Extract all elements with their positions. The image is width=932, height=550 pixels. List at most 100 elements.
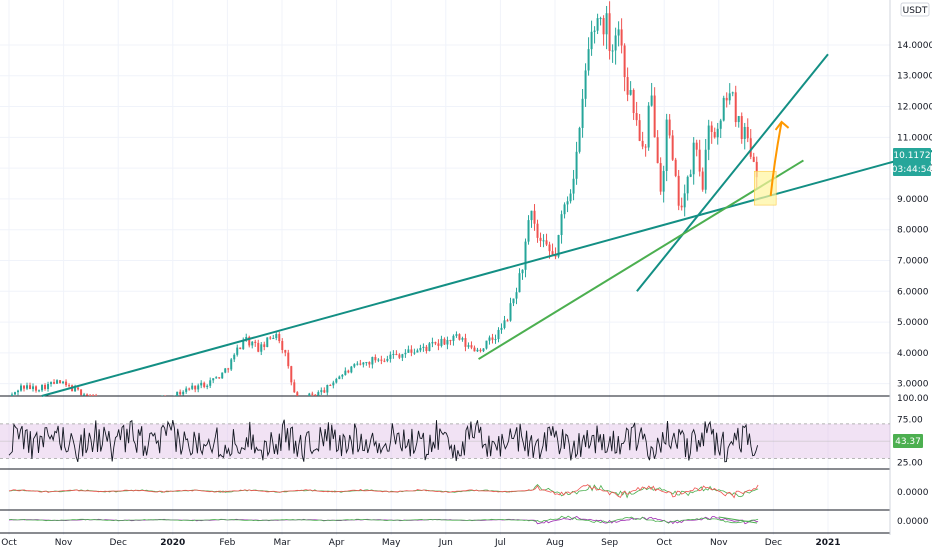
candle-body[interactable] [56,380,59,384]
candle-body[interactable] [416,350,419,353]
candle-body[interactable] [50,382,53,385]
highlight-box[interactable] [754,170,777,206]
time-axis[interactable]: Oct Nov Dec 2020 Feb Mar Apr May Jun Jul Aug Sep Oct… [1,538,840,548]
candle-body[interactable] [473,347,476,352]
candle-body[interactable] [404,352,407,355]
candle-body[interactable] [653,95,656,138]
candle-body[interactable] [719,120,722,129]
trendline-green-support[interactable] [478,159,804,360]
candle-body[interactable] [278,334,281,342]
candle-body[interactable] [92,395,95,396]
candle-body[interactable] [14,392,17,395]
candle-body[interactable] [704,149,707,190]
candle-body[interactable] [368,362,371,365]
candle-body[interactable] [518,273,521,293]
candle-body[interactable] [677,175,680,206]
candle-body[interactable] [638,120,641,141]
candle-body[interactable] [284,349,287,353]
candle-body[interactable] [584,70,587,99]
candle-body[interactable] [62,381,65,384]
candle-body[interactable] [200,382,203,386]
candle-body[interactable] [662,170,665,192]
candle-body[interactable] [377,359,380,361]
trendline-long-support[interactable] [41,150,932,397]
candle-body[interactable] [527,220,530,242]
macd-signal-line[interactable] [8,484,759,499]
candle-body[interactable] [674,159,677,176]
candle-body[interactable] [68,385,71,387]
candle-body[interactable] [596,18,599,31]
candle-body[interactable] [308,393,311,396]
candle-body[interactable] [263,344,266,347]
candle-body[interactable] [548,244,551,252]
candle-body[interactable] [329,385,332,387]
candle-body[interactable] [530,210,533,221]
candle-body[interactable] [362,362,365,365]
candle-body[interactable] [203,382,206,387]
candle-body[interactable] [224,368,227,373]
candle-body[interactable] [401,354,404,358]
candle-body[interactable] [353,364,356,367]
candle-body[interactable] [80,389,83,395]
candle-body[interactable] [572,178,575,194]
candle-body[interactable] [407,349,410,353]
candle-body[interactable] [254,341,257,343]
rsi-line[interactable] [8,419,759,463]
candle-body[interactable] [755,161,758,178]
candle-body[interactable] [47,384,50,389]
candle-body[interactable] [245,336,248,340]
candle-body[interactable] [206,385,209,387]
candle-body[interactable] [341,374,344,377]
candle-body[interactable] [635,113,638,121]
candle-body[interactable] [629,89,632,95]
candle-body[interactable] [713,131,716,138]
candle-body[interactable] [221,372,224,379]
candle-body[interactable] [239,347,242,350]
candle-body[interactable] [194,385,197,390]
candle-body[interactable] [569,193,572,202]
candle-body[interactable] [29,385,32,390]
candle-body[interactable] [539,237,542,241]
candle-body[interactable] [236,347,239,355]
candle-body[interactable] [602,18,605,35]
candle-body[interactable] [728,93,731,101]
candle-body[interactable] [287,352,290,367]
candle-body[interactable] [740,116,743,140]
candle-body[interactable] [692,142,695,175]
candle-body[interactable] [659,163,662,192]
candle-body[interactable] [410,349,413,353]
candle-body[interactable] [77,387,80,390]
candle-body[interactable] [581,98,584,128]
candle-body[interactable] [290,366,293,383]
candle-body[interactable] [317,392,320,396]
candle-body[interactable] [641,140,644,147]
candle-body[interactable] [86,394,89,396]
candle-body[interactable] [38,390,41,392]
candle-body[interactable] [620,29,623,46]
candle-body[interactable] [59,380,62,384]
candle-body[interactable] [185,388,188,392]
candle-body[interactable] [623,45,626,78]
candle-body[interactable] [725,97,728,101]
candle-body[interactable] [656,137,659,164]
candle-body[interactable] [509,303,512,321]
candle-body[interactable] [35,386,38,391]
candle-body[interactable] [197,385,200,390]
candle-body[interactable] [716,128,719,138]
candle-body[interactable] [533,210,536,224]
candle-body[interactable] [359,363,362,365]
candle-body[interactable] [743,126,746,140]
macd-pane[interactable] [8,484,759,499]
candle-body[interactable] [491,337,494,340]
candle-body[interactable] [470,345,473,348]
candle-body[interactable] [536,223,539,238]
candle-body[interactable] [668,119,671,136]
candle-body[interactable] [425,346,428,352]
candle-body[interactable] [11,394,14,396]
candle-body[interactable] [461,338,464,340]
candle-body[interactable] [455,334,458,336]
candle-body[interactable] [671,135,674,160]
candle-body[interactable] [365,362,368,364]
candle-body[interactable] [209,380,212,386]
